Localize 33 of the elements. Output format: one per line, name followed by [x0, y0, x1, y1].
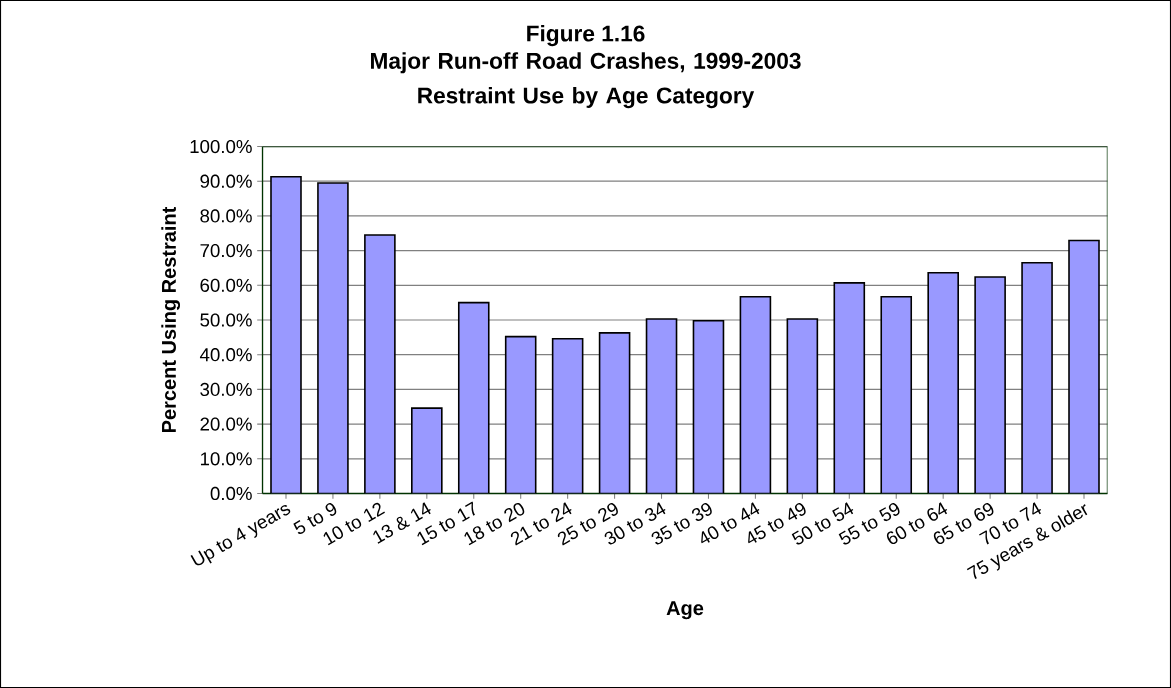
bar — [364, 234, 396, 494]
bar — [927, 272, 959, 494]
bar — [1068, 239, 1100, 494]
chart-subtitle: Major Run-off Road Crashes, 1999-2003 Restraint Use by Age Category — [371, 52, 801, 109]
y-tick-label: 10.0% — [200, 452, 252, 466]
y-tick-label: 20.0% — [200, 417, 252, 431]
y-tick-label: 40.0% — [199, 348, 252, 362]
bar — [457, 301, 490, 494]
bar — [739, 295, 772, 494]
y-tick-label: 80.0% — [200, 209, 252, 223]
y-tick-label: 50.0% — [200, 313, 252, 327]
y-tick-label: 60.0% — [200, 278, 252, 292]
bar — [974, 276, 1006, 494]
y-tick-label: 100.0% — [190, 139, 252, 154]
bar — [504, 335, 537, 494]
bar — [270, 175, 302, 494]
bar — [317, 182, 349, 494]
y-tick-label: 70.0% — [200, 243, 252, 258]
y-tick-label: 90.0% — [200, 174, 252, 188]
bar — [692, 319, 725, 494]
x-axis-title: Age — [666, 601, 704, 620]
bar — [1021, 261, 1053, 494]
y-tick-label: 0.0% — [210, 486, 252, 501]
bar — [645, 318, 678, 494]
y-axis-title: Percent Using Restraint — [161, 206, 181, 433]
bar — [411, 407, 443, 494]
bar — [786, 318, 819, 494]
y-tick-label: 30.0% — [200, 382, 252, 397]
bar — [551, 337, 584, 494]
bar — [598, 332, 631, 494]
bar — [833, 282, 866, 494]
bar — [880, 295, 913, 494]
chart-title: Figure 1.16 — [527, 24, 645, 47]
